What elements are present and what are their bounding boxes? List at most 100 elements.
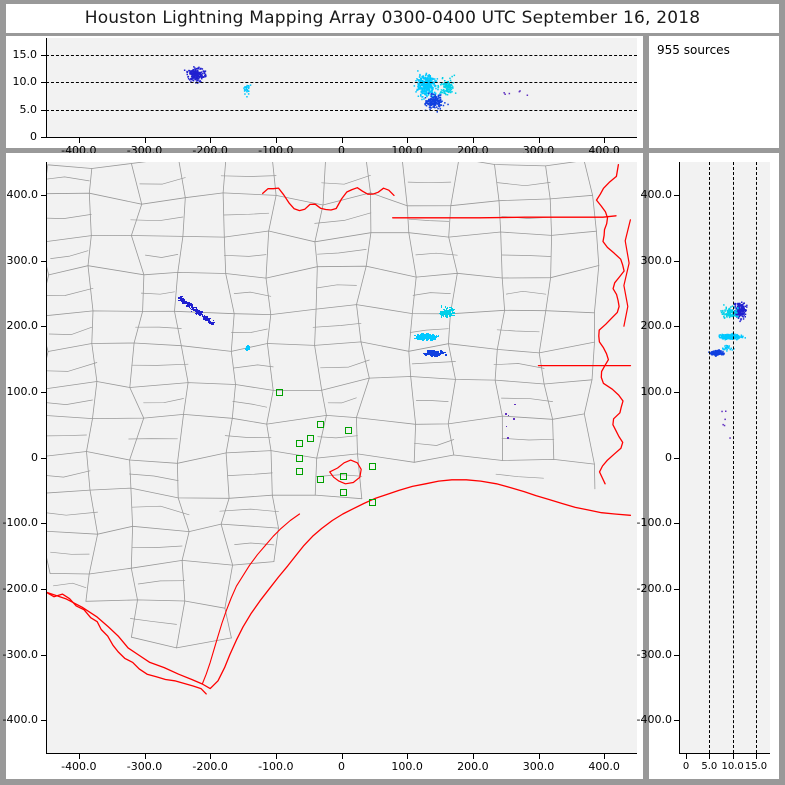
east-height-x-tick-label: 10.0 <box>721 761 744 772</box>
lightning-source-point <box>183 298 186 301</box>
lightning-source-point <box>451 311 454 313</box>
lightning-source-point <box>449 311 452 313</box>
lightning-source-point <box>448 310 450 313</box>
lightning-source-point <box>189 303 191 305</box>
lightning-source-point <box>198 311 200 313</box>
lightning-source-point <box>452 312 454 315</box>
time-height-y-tick <box>41 109 47 111</box>
east-height-x-tick-label: 0 <box>682 761 690 772</box>
plan-view-x-tick-label: 100.0 <box>391 760 423 773</box>
lightning-source-point <box>431 339 434 341</box>
lightning-source-point <box>448 313 451 316</box>
lightning-source-point <box>427 350 429 352</box>
lightning-source-point <box>446 314 449 317</box>
east-height-y-tick <box>674 654 680 656</box>
lma-station-marker <box>275 388 283 396</box>
plan-view-y-tick <box>41 720 47 722</box>
lightning-source-point <box>441 352 444 354</box>
east-height-y-tick-label: -300.0 <box>636 647 672 661</box>
lightning-source-point <box>434 351 437 353</box>
lightning-source-point <box>453 312 455 314</box>
lightning-source-point <box>441 351 443 353</box>
plan-view-y-tick-label: 0 <box>31 450 38 464</box>
lightning-source-point <box>428 335 430 338</box>
east-height-y-tick-label: 0 <box>665 450 672 464</box>
lightning-source-point <box>453 314 455 317</box>
plan-view-x-tick <box>341 753 343 759</box>
lightning-source-point <box>451 312 453 315</box>
lightning-source-point <box>430 351 432 353</box>
plan-view-x-tick-label: 200.0 <box>457 760 489 773</box>
lightning-source-point <box>191 306 194 309</box>
plan-view-x-tick-label: -100.0 <box>258 760 294 773</box>
lightning-source-point <box>212 319 215 322</box>
lightning-source-point <box>445 309 447 312</box>
lightning-source-point <box>421 337 423 339</box>
lightning-source-point <box>418 338 421 340</box>
time-height-y-axis <box>46 38 47 138</box>
time-height-y-tick-label: 5.0 <box>19 102 38 116</box>
lightning-source-point <box>247 347 249 349</box>
lightning-source-point <box>432 351 435 354</box>
time-height-x-tick-label: -400.0 <box>61 144 97 157</box>
time-height-y-tick <box>41 137 47 138</box>
lightning-source-point <box>422 334 424 336</box>
page-title: Houston Lightning Mapping Array 0300-040… <box>84 8 701 28</box>
lightning-source-point <box>436 354 438 357</box>
lightning-source-point <box>190 303 192 305</box>
lightning-source-point <box>190 304 192 307</box>
lightning-source-point <box>448 315 451 317</box>
east-height-y-tick <box>674 720 680 722</box>
lightning-source-point <box>203 315 205 318</box>
lightning-source-point <box>182 302 184 304</box>
time-height-gridline <box>46 82 637 83</box>
lightning-source-point <box>428 337 430 339</box>
lightning-source-point <box>453 308 455 311</box>
lightning-source-point <box>430 349 432 352</box>
lightning-source-point <box>439 352 442 355</box>
lma-station-marker <box>344 426 352 434</box>
lightning-source-point <box>451 307 454 310</box>
lightning-source-point <box>442 315 445 318</box>
lightning-source-point <box>196 309 198 312</box>
lightning-source-point <box>452 314 454 317</box>
lightning-source-point <box>440 313 442 315</box>
lightning-source-point <box>183 300 185 302</box>
lightning-source-point <box>427 351 430 353</box>
plan-view-y-tick <box>41 457 47 459</box>
lightning-source-point <box>187 305 190 308</box>
lightning-source-point <box>444 351 446 354</box>
lightning-source-point <box>443 351 445 354</box>
source-count-label: 955 sources <box>657 43 730 57</box>
lightning-source-point <box>430 336 432 339</box>
lightning-source-point <box>182 298 184 301</box>
plan-view-y-tick <box>41 194 47 196</box>
plan-view-panel: -400.0 -300.0 -200.0 -100.0 0 100.0 200.0 300.0… <box>3 153 643 779</box>
map-geography <box>46 162 632 695</box>
lightning-source-point <box>440 350 443 352</box>
lma-station-marker <box>368 498 376 506</box>
lightning-source-point <box>191 305 193 307</box>
lightning-source-point <box>437 335 440 337</box>
lightning-source-point <box>443 308 445 311</box>
lightning-source-point <box>245 348 247 350</box>
lightning-source-point <box>425 336 427 338</box>
lightning-source-point <box>198 312 201 314</box>
lightning-source-point <box>185 302 188 305</box>
lightning-source-point <box>436 350 439 353</box>
lightning-source-point <box>439 353 441 356</box>
east-height-x-tick <box>709 753 711 759</box>
lightning-source-point <box>447 310 449 312</box>
lightning-source-point <box>429 335 431 337</box>
east-height-y-tick-label: -400.0 <box>636 713 672 727</box>
lightning-source-point <box>415 337 418 339</box>
lightning-source-point <box>423 337 426 340</box>
lightning-source-point <box>206 318 209 321</box>
east-height-y-tick <box>674 588 680 590</box>
lightning-source-point <box>432 352 435 355</box>
lightning-source-point <box>179 299 182 302</box>
lightning-source-point <box>182 299 184 302</box>
lightning-source-point <box>180 296 182 298</box>
time-height-x-tick <box>538 137 540 143</box>
